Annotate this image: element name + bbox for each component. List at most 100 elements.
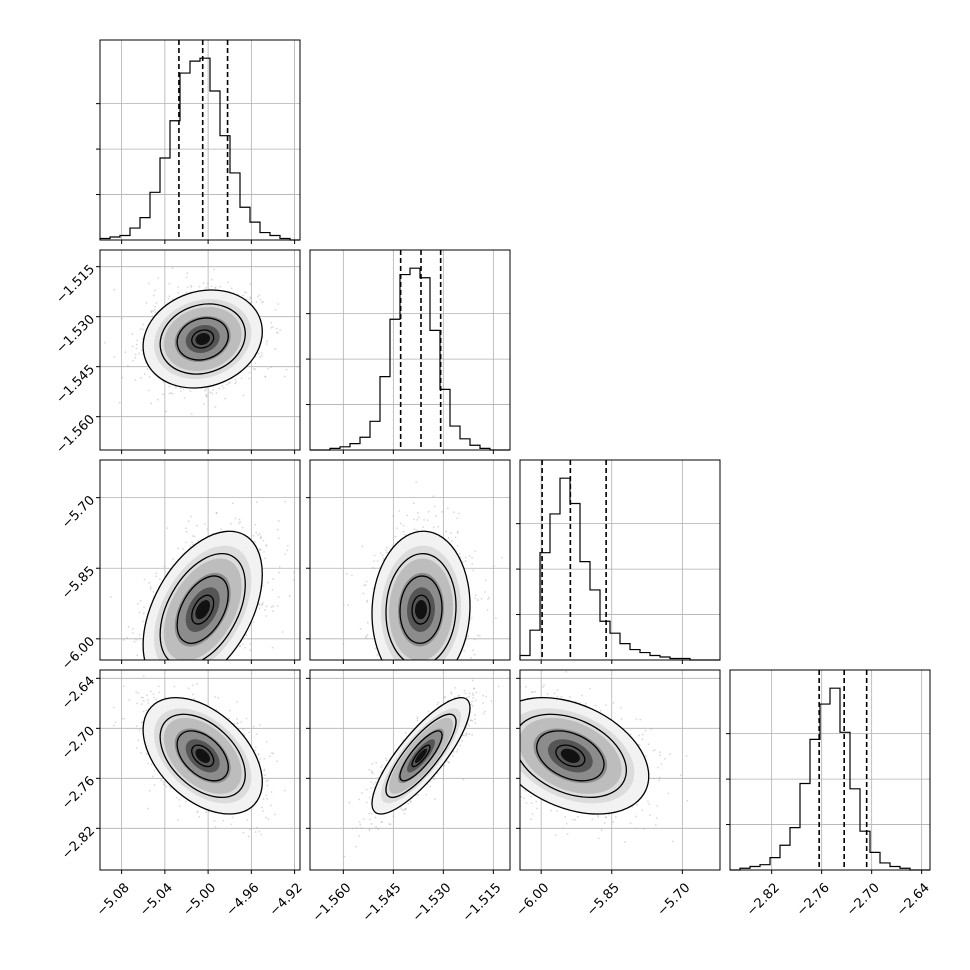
sample-point bbox=[198, 815, 201, 818]
sample-point bbox=[212, 268, 215, 271]
sample-point bbox=[113, 356, 116, 359]
sample-point bbox=[201, 662, 203, 664]
sample-point bbox=[133, 640, 136, 643]
sample-point bbox=[220, 674, 222, 676]
sample-point bbox=[271, 646, 274, 649]
axes-frame bbox=[309, 249, 511, 451]
sample-point bbox=[185, 663, 187, 665]
sample-point bbox=[259, 533, 261, 535]
sample-point bbox=[159, 672, 161, 674]
sample-point bbox=[134, 356, 137, 359]
sample-point bbox=[255, 300, 258, 303]
sample-point bbox=[365, 635, 367, 638]
sample-point bbox=[259, 549, 261, 552]
sample-point bbox=[170, 671, 172, 673]
axes-frame bbox=[519, 459, 721, 661]
sample-point bbox=[126, 364, 129, 367]
sample-point bbox=[454, 536, 457, 539]
sample-point bbox=[190, 515, 192, 518]
sample-point bbox=[183, 671, 185, 673]
sample-point bbox=[202, 282, 205, 284]
sample-point bbox=[399, 682, 401, 684]
sample-point bbox=[277, 537, 280, 540]
sample-point bbox=[131, 345, 134, 348]
sample-point bbox=[416, 673, 418, 675]
histogram-step bbox=[99, 57, 300, 241]
sample-point bbox=[376, 654, 379, 656]
sample-point bbox=[444, 686, 446, 688]
sample-point bbox=[399, 522, 402, 525]
sample-point bbox=[188, 690, 190, 692]
sample-point bbox=[176, 694, 178, 696]
sample-point bbox=[260, 352, 263, 355]
sample-point bbox=[415, 481, 418, 483]
sample-point bbox=[234, 517, 237, 520]
sample-point bbox=[214, 406, 217, 408]
sample-point bbox=[463, 649, 466, 652]
sample-point bbox=[139, 661, 141, 663]
sample-point bbox=[138, 633, 141, 636]
sample-point bbox=[166, 674, 168, 676]
sample-point bbox=[487, 598, 489, 601]
sample-point bbox=[168, 295, 171, 298]
sample-point bbox=[342, 603, 345, 606]
sample-point bbox=[233, 661, 235, 663]
sample-point bbox=[451, 663, 453, 665]
sample-point bbox=[159, 578, 161, 580]
sample-point bbox=[386, 551, 388, 554]
panel-0-3 bbox=[99, 669, 301, 871]
sample-point bbox=[412, 675, 414, 677]
sample-point bbox=[170, 670, 172, 672]
sample-point bbox=[209, 391, 212, 394]
sample-point bbox=[458, 552, 461, 555]
sample-point bbox=[207, 282, 209, 285]
sample-point bbox=[410, 673, 412, 675]
sample-point bbox=[242, 643, 244, 646]
sample-point bbox=[288, 594, 291, 597]
sample-point bbox=[279, 329, 282, 332]
contour-line bbox=[142, 289, 263, 389]
sample-point bbox=[142, 620, 144, 623]
sample-point bbox=[203, 402, 205, 405]
sample-point bbox=[263, 667, 265, 669]
sample-point bbox=[168, 282, 171, 285]
sample-point bbox=[275, 331, 278, 334]
sample-point bbox=[134, 353, 137, 356]
sample-point bbox=[148, 581, 151, 584]
sample-point bbox=[385, 549, 387, 552]
sample-point bbox=[456, 517, 459, 520]
sample-point bbox=[154, 676, 156, 678]
sample-point bbox=[183, 676, 185, 678]
sample-point bbox=[472, 649, 475, 652]
sample-point bbox=[138, 611, 141, 614]
sample-point bbox=[488, 596, 490, 599]
sample-point bbox=[243, 291, 246, 293]
sample-point bbox=[464, 556, 467, 559]
sample-point bbox=[276, 604, 279, 607]
sample-point bbox=[419, 685, 421, 687]
sample-point bbox=[365, 580, 368, 583]
sample-point bbox=[433, 505, 436, 508]
sample-point bbox=[200, 663, 202, 665]
sample-point bbox=[109, 596, 112, 598]
sample-point bbox=[484, 591, 486, 593]
sample-point bbox=[283, 375, 286, 378]
sample-point bbox=[192, 682, 194, 684]
sample-point bbox=[122, 698, 124, 700]
sample-point bbox=[225, 661, 227, 663]
sample-point bbox=[204, 388, 207, 391]
sample-point bbox=[126, 636, 128, 639]
sample-point bbox=[474, 550, 477, 553]
histogram-2 bbox=[516, 459, 721, 661]
sample-point bbox=[480, 674, 482, 676]
sample-point bbox=[195, 524, 198, 527]
sample-point bbox=[206, 528, 209, 530]
sample-point bbox=[270, 791, 273, 793]
sample-point bbox=[150, 310, 153, 312]
sample-point bbox=[347, 604, 350, 607]
sample-point bbox=[410, 671, 412, 673]
sample-point bbox=[155, 692, 157, 694]
sample-point bbox=[388, 722, 390, 724]
sample-point bbox=[441, 673, 443, 675]
sample-point bbox=[441, 510, 444, 513]
